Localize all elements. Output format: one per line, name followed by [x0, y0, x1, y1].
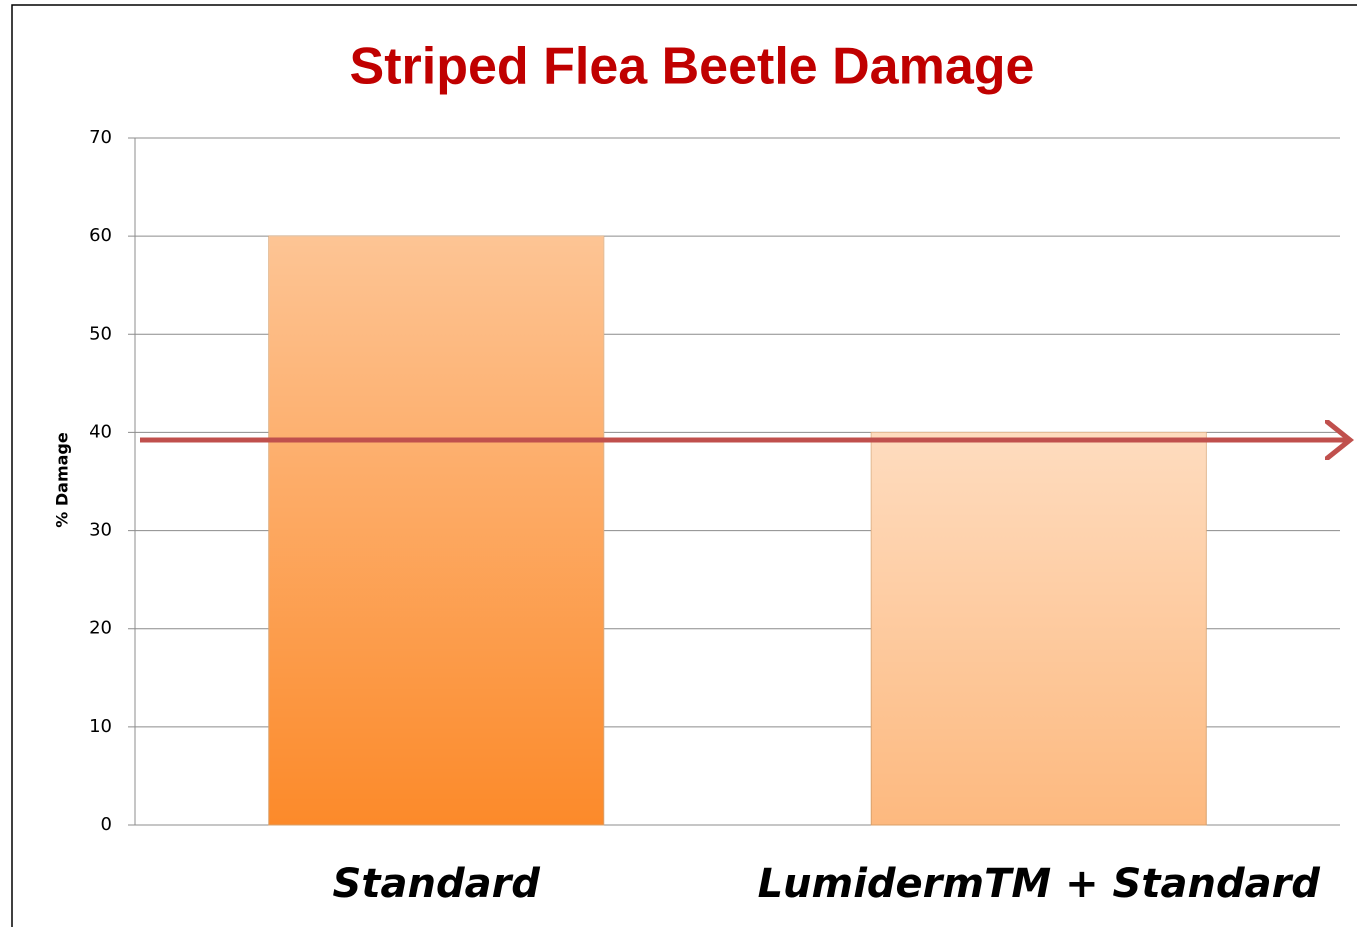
bar-shine	[871, 432, 1207, 825]
y-axis-label: % Damage	[53, 432, 72, 528]
y-tick-label: 50	[89, 323, 112, 344]
y-tick-label: 20	[89, 618, 112, 639]
bar-shine	[268, 236, 604, 826]
y-tick-label: 0	[101, 814, 112, 835]
chart-title: Striped Flea Beetle Damage	[350, 38, 1035, 96]
y-tick-label: 40	[89, 421, 112, 442]
y-tick-label: 10	[89, 716, 112, 737]
y-tick-label: 30	[89, 520, 112, 541]
frame	[11, 4, 1357, 927]
x-tick-label: Standard	[333, 861, 541, 907]
y-tick-label: 70	[89, 127, 112, 148]
x-tick-label: LumidermTM + Standard	[758, 861, 1321, 907]
y-tick-label: 60	[89, 225, 112, 246]
